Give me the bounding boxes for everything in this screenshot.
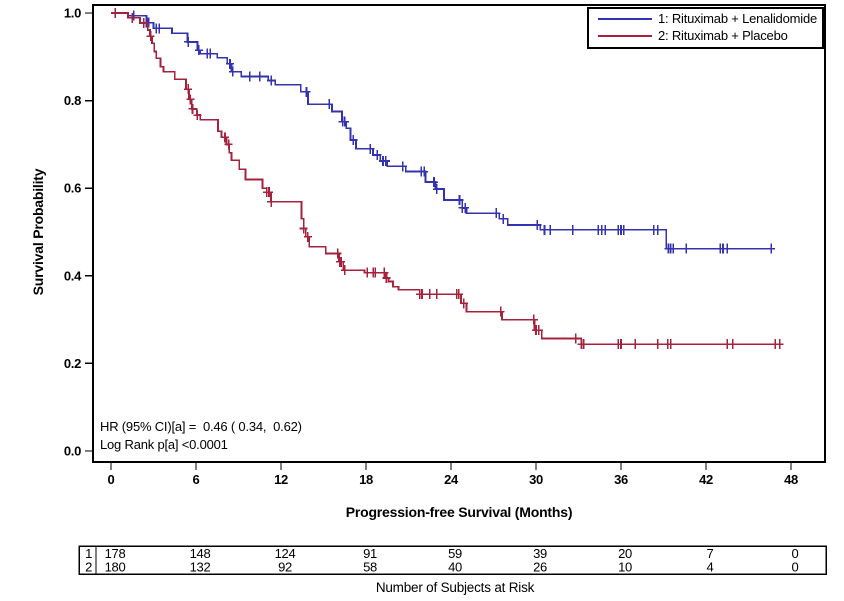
risk-count: 7 [707, 546, 714, 561]
risk-count: 180 [105, 560, 126, 575]
risk-table-box [78, 545, 827, 575]
risk-count: 40 [448, 560, 462, 575]
risk-count: 20 [618, 546, 632, 561]
x-tick-label: 6 [193, 472, 200, 487]
y-tick-label: 0.2 [64, 356, 81, 371]
annotation-log-rank: Log Rank p[a] <0.0001 [100, 437, 228, 452]
x-axis-title: Progression-free Survival (Months) [346, 504, 573, 520]
risk-row-label: 1 [85, 546, 92, 561]
annotation-hazard-ratio: HR (95% CI)[a] = 0.46 ( 0.34, 0.62) [100, 419, 302, 434]
y-tick-label: 0.0 [64, 444, 81, 459]
legend-label-placebo: 2: Rituximab + Placebo [658, 28, 788, 43]
risk-count: 178 [105, 546, 126, 561]
x-tick-label: 0 [108, 472, 115, 487]
risk-count: 91 [363, 546, 377, 561]
y-tick-label: 0.4 [64, 268, 82, 283]
risk-count: 39 [533, 546, 547, 561]
risk-table: 1 178 148 124 91 59 39 20 7 02 180 132 92 58 40 26 10 4 0 [78, 545, 827, 575]
risk-count: 132 [190, 560, 211, 575]
x-tick-label: 48 [784, 472, 798, 487]
y-tick-label: 1.0 [64, 6, 81, 21]
risk-row-label: 2 [85, 560, 92, 575]
x-tick-label: 36 [614, 472, 628, 487]
x-tick-label: 24 [444, 472, 459, 487]
y-axis-title: Survival Probability [30, 168, 46, 295]
x-tick-label: 30 [529, 472, 543, 487]
risk-count: 10 [618, 560, 632, 575]
x-tick-label: 42 [699, 472, 713, 487]
risk-count: 26 [533, 560, 547, 575]
plot-frame [92, 4, 826, 463]
risk-table-caption: Number of Subjects at Risk [376, 580, 535, 595]
risk-count: 124 [275, 546, 296, 561]
risk-count: 58 [363, 560, 377, 575]
legend: 1: Rituximab + Lenalidomide 2: Rituximab… [587, 7, 824, 49]
legend-label-lenalidomide: 1: Rituximab + Lenalidomide [658, 11, 817, 26]
legend-box [587, 7, 824, 49]
risk-count: 0 [792, 560, 799, 575]
km-curve-arm-2 [111, 12, 783, 345]
risk-count: 92 [278, 560, 292, 575]
survival-curves [111, 8, 784, 350]
y-tick-label: 0.8 [64, 93, 81, 108]
risk-count: 148 [190, 546, 211, 561]
risk-count: 0 [792, 546, 799, 561]
risk-count: 4 [707, 560, 714, 575]
risk-table-rows: 1 178 148 124 91 59 39 20 7 02 180 132 92 58 40 26 10 4 0 [85, 546, 799, 575]
x-tick-label: 18 [359, 472, 373, 487]
y-tick-label: 0.6 [64, 181, 81, 196]
axes: 0.0 0.2 0.4 0.6 0.8 1.0 0 6 12 18 24 30 36 42 48 [64, 6, 798, 488]
risk-count: 59 [448, 546, 462, 561]
x-tick-label: 12 [274, 472, 288, 487]
